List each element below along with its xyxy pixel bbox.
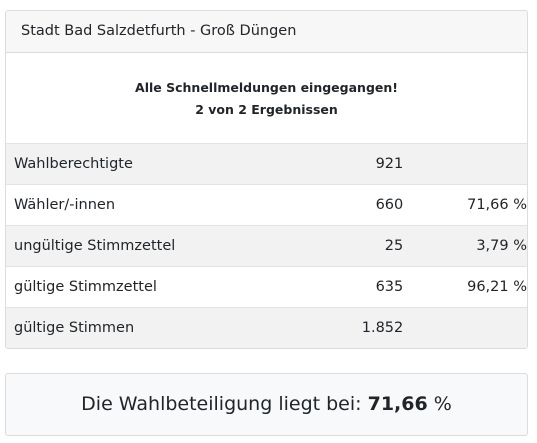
turnout-unit: % [433, 393, 452, 415]
table-cell: 25 [384, 238, 404, 254]
results-table: Wahlberechtigte 921 Wähler/-innen 660 71,66 … [6, 143, 527, 348]
table-cell: 1.852 [361, 320, 404, 336]
table-cell: 3,79 % [476, 238, 528, 254]
card-header: Stadt Bad Salzdetfurth - Groß Düngen [6, 11, 527, 53]
table-cell: 96,21 % [467, 279, 528, 295]
turnout-box: Die Wahlbeteiligung liegt bei: 71,66 % [5, 373, 528, 436]
notice-line: Alle Schnellmeldungen eingegangen! [135, 80, 398, 95]
table-row: Wähler/-innen 660 71,66 % [6, 184, 527, 225]
result-card: Stadt Bad Salzdetfurth - Groß Düngen All… [5, 10, 528, 349]
table-row: ungültige Stimmzettel 25 3,79 % [6, 225, 527, 266]
turnout-text: Die Wahlbeteiligung liegt bei: [81, 393, 362, 415]
table-row: Wahlberechtigte 921 [6, 143, 527, 184]
turnout-value: 71,66 [367, 393, 428, 415]
notice-line: 2 von 2 Ergebnissen [195, 102, 338, 117]
table-row: gültige Stimmzettel 635 96,21 % [6, 266, 527, 307]
table-row: gültige Stimmen 1.852 [6, 307, 527, 348]
table-cell: gültige Stimmen [14, 320, 135, 336]
table-cell: 71,66 % [467, 197, 528, 213]
table-cell: ungültige Stimmzettel [14, 238, 176, 254]
table-cell: gültige Stimmzettel [14, 279, 157, 295]
notice: Alle Schnellmeldungen eingegangen! 2 von… [6, 53, 527, 143]
table-cell: 635 [375, 279, 404, 295]
table-cell: Wahlberechtigte [14, 156, 133, 172]
table-cell: Wähler/-innen [14, 197, 116, 213]
table-cell: 660 [375, 197, 404, 213]
table-cell: 921 [375, 156, 404, 172]
